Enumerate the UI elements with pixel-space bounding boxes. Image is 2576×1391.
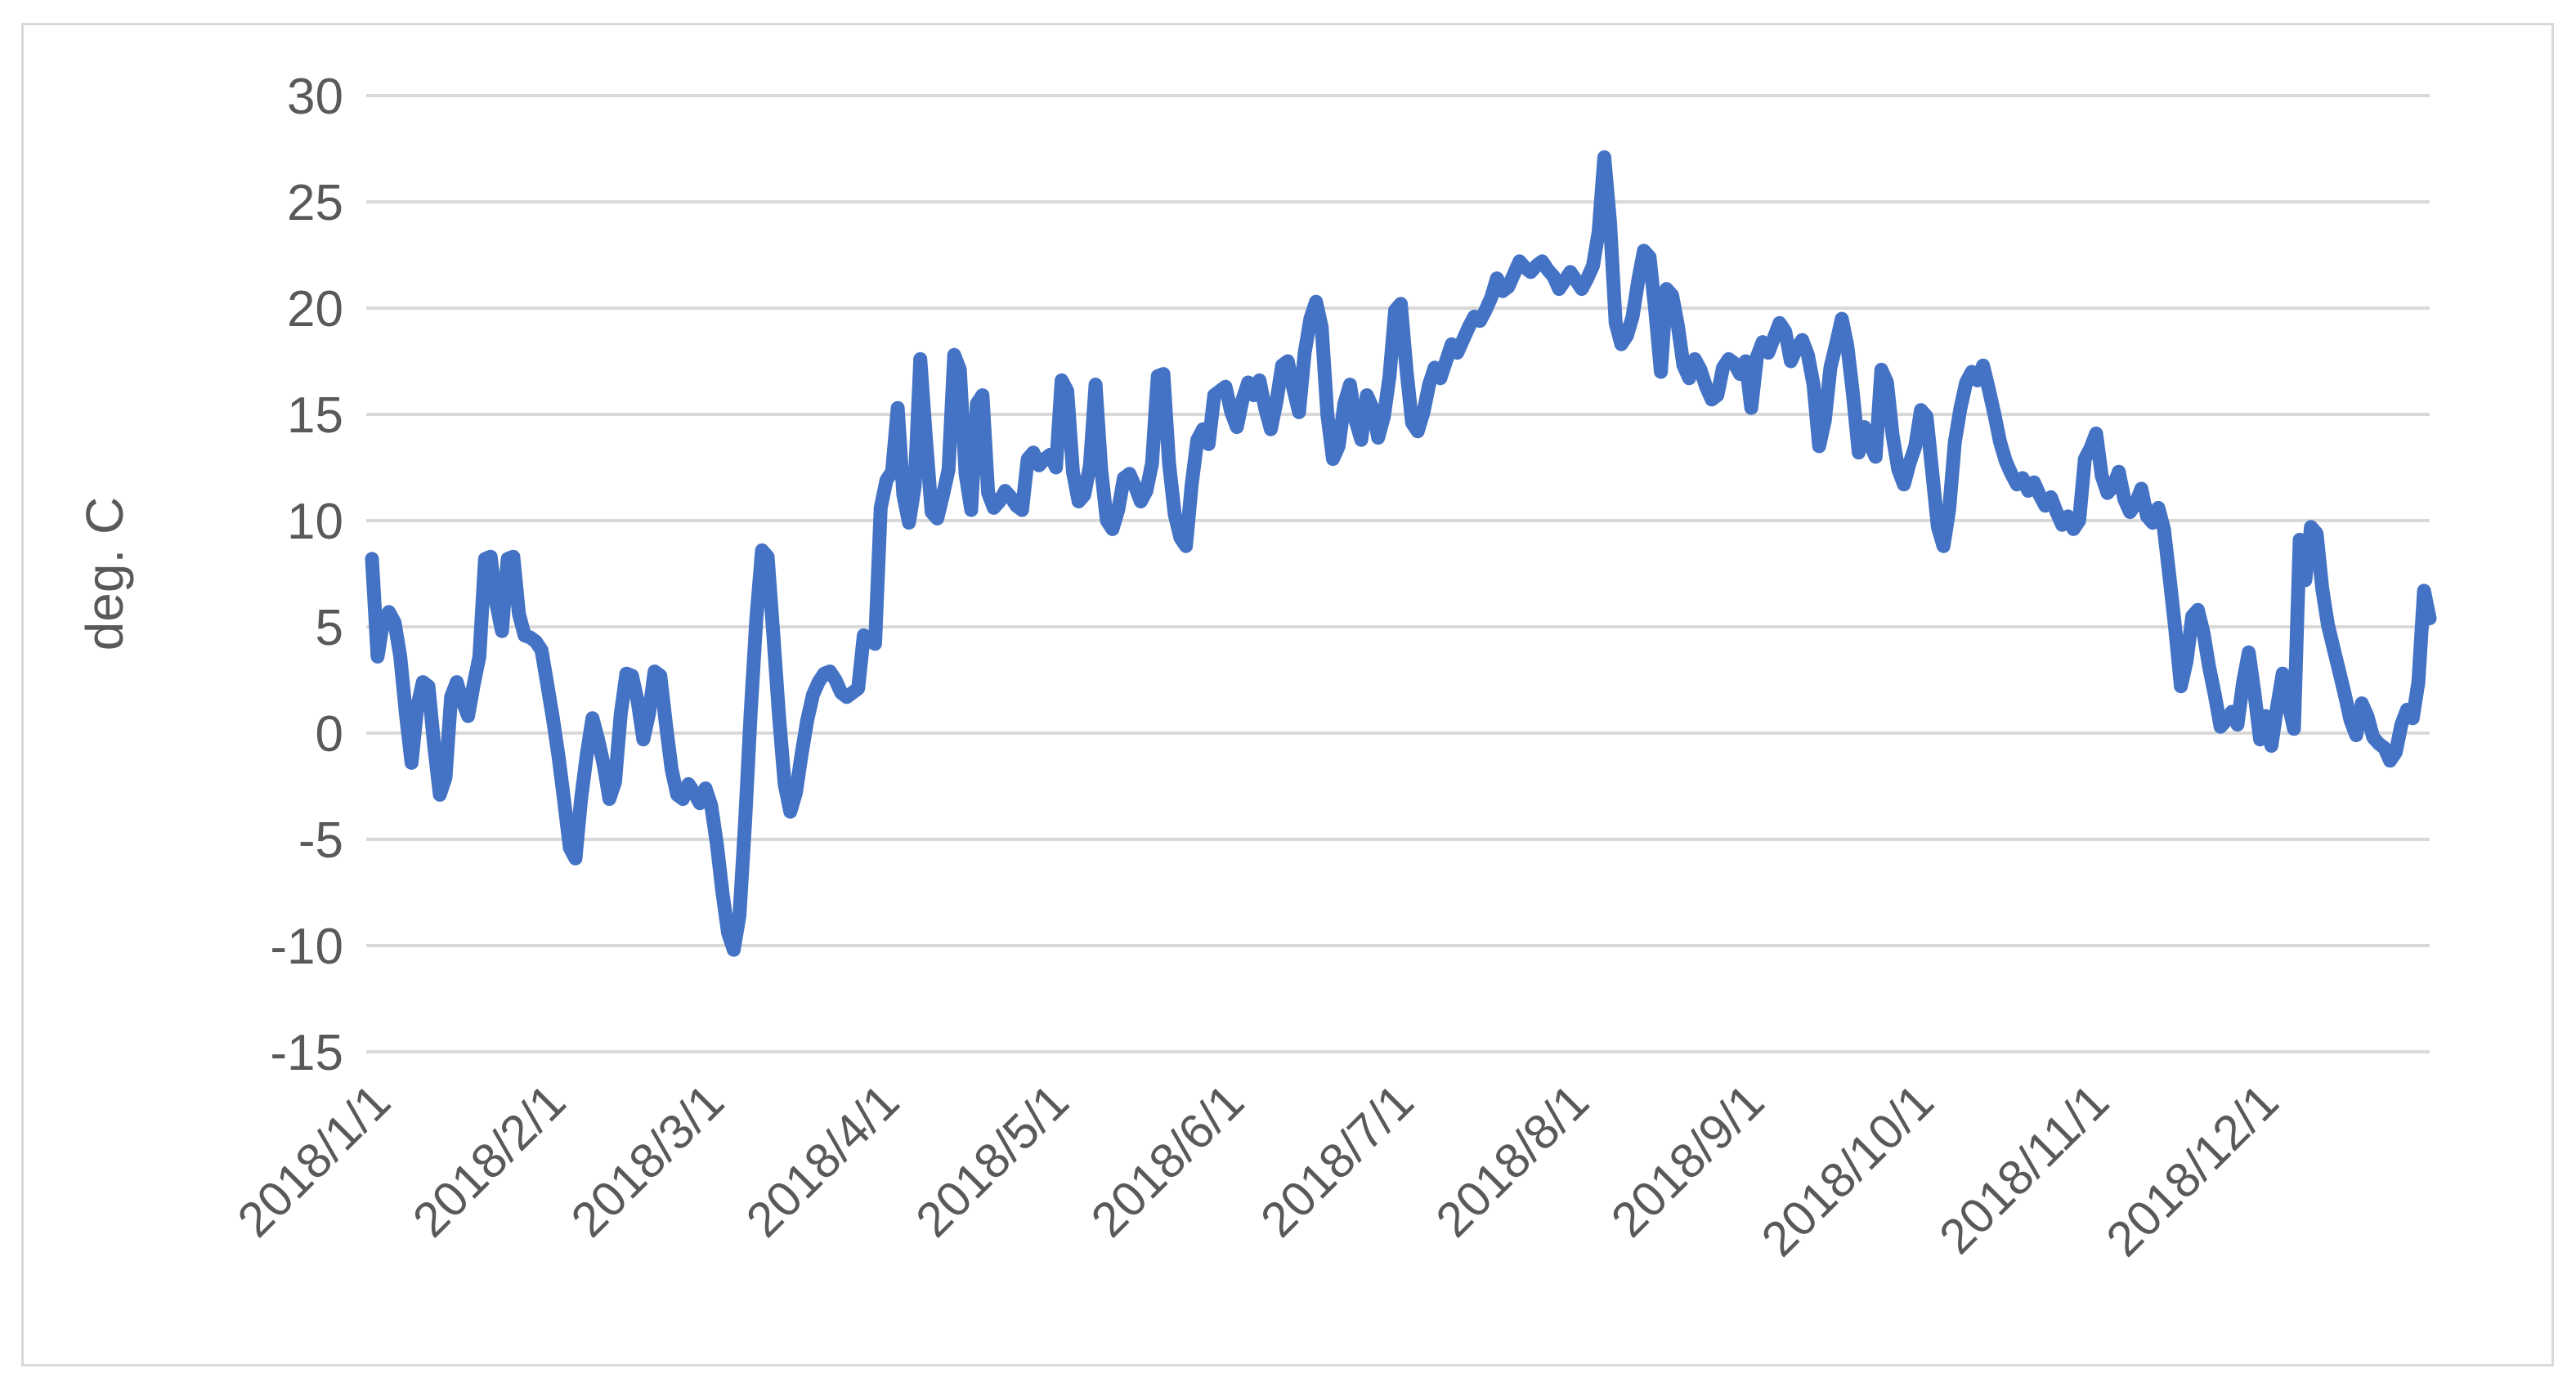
x-tick-label-2018/6/1: 2018/6/1 [1081, 1074, 1255, 1248]
x-tick-label-2018/9/1: 2018/9/1 [1601, 1074, 1775, 1248]
y-tick-label--15: -15 [270, 1025, 343, 1081]
x-tick-label-2018/11/1: 2018/11/1 [1929, 1074, 2119, 1264]
y-tick-label-30: 30 [287, 69, 343, 125]
y-tick-label-10: 10 [287, 494, 343, 550]
y-axis-title: deg. C [75, 497, 134, 651]
gridlines-group [366, 94, 2430, 1053]
y-tick-label-0: 0 [316, 706, 343, 763]
x-tick-label-2018/4/1: 2018/4/1 [736, 1074, 910, 1248]
x-tick-label-2018/7/1: 2018/7/1 [1250, 1074, 1424, 1248]
y-tick-label-15: 15 [287, 387, 343, 444]
x-tick-label-2018/5/1: 2018/5/1 [905, 1074, 1079, 1248]
temperature-line-series [365, 150, 2437, 957]
y-tick-label-25: 25 [287, 175, 343, 231]
y-axis-tick-labels: 30 25 20 15 10 5 0 -5 -10 -15 [270, 69, 343, 1081]
x-tick-label-2018/3/1: 2018/3/1 [561, 1074, 735, 1248]
y-tick-label-20: 20 [287, 281, 343, 338]
x-tick-label-2018/8/1: 2018/8/1 [1426, 1074, 1600, 1248]
x-tick-label-2018/2/1: 2018/2/1 [402, 1074, 576, 1248]
x-tick-label-2018/10/1: 2018/10/1 [1751, 1074, 1944, 1267]
x-tick-label-2018/1/1: 2018/1/1 [227, 1074, 401, 1248]
y-tick-label--5: -5 [298, 812, 343, 869]
x-tick-label-2018/12/1: 2018/12/1 [2096, 1074, 2289, 1267]
y-tick-label--10: -10 [270, 919, 343, 975]
y-tick-label-5: 5 [316, 600, 343, 656]
chart-frame [21, 23, 2554, 1366]
